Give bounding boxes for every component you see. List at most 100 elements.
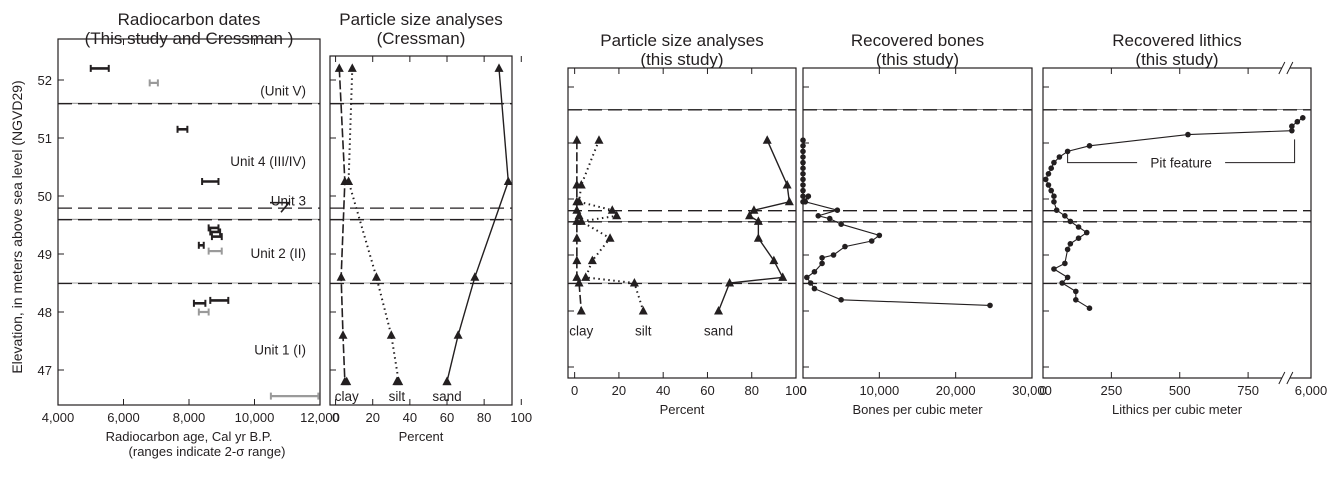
data-point-bones — [804, 274, 810, 281]
x-axis-label: Bones per cubic meter — [852, 402, 983, 417]
data-point-lithics — [1185, 131, 1191, 138]
data-point-clay — [576, 306, 586, 315]
data-point-sand — [753, 233, 763, 242]
data-point-silt — [629, 278, 639, 287]
data-point-lithics — [1051, 266, 1057, 272]
panel-title-line: (this study) — [640, 50, 723, 69]
pit-feature-bracket — [1225, 139, 1296, 164]
data-point-lithics — [1299, 115, 1306, 121]
axis-break-mark — [1286, 371, 1294, 385]
data-point-bones — [800, 182, 806, 188]
data-point-lithics — [1067, 218, 1074, 225]
data-point-bones — [815, 213, 822, 219]
data-point-clay — [572, 233, 582, 242]
x-tick-label: 20,000 — [936, 383, 976, 398]
data-point-lithics — [1073, 297, 1079, 303]
panel-title-line: Radiocarbon dates — [118, 10, 261, 29]
axis-break-mark — [1278, 61, 1286, 75]
x-tick-label: 8,000 — [173, 410, 206, 425]
panel-frame — [567, 67, 797, 379]
data-point-lithics — [1062, 260, 1068, 267]
data-point-lithics — [1075, 224, 1082, 230]
data-point-sand — [753, 216, 763, 225]
data-point-lithics — [1075, 235, 1082, 241]
unit-3-connector — [270, 201, 291, 213]
data-point-bones — [800, 187, 806, 194]
y-tick-label: 47 — [38, 363, 52, 378]
data-point-lithics — [1086, 143, 1093, 149]
panel-title-line: (this study) — [1135, 50, 1218, 69]
x-tick-label: 250 — [1101, 383, 1123, 398]
pit-feature-bracket — [1067, 151, 1138, 164]
data-point-bones — [802, 199, 809, 205]
data-point-lithics — [1048, 187, 1055, 194]
unit-label: (Unit V) — [260, 83, 306, 98]
data-point-bones — [826, 215, 833, 222]
data-point-bones — [834, 207, 841, 213]
data-point-bones — [842, 243, 848, 250]
data-point-bones — [811, 285, 818, 292]
data-point-bones — [800, 165, 806, 171]
data-point-lithics — [1056, 154, 1063, 160]
data-point-silt — [581, 272, 591, 281]
y-tick-label: 50 — [38, 189, 52, 204]
data-point-clay — [574, 278, 584, 287]
data-point-bones — [805, 193, 812, 199]
x-tick-label: 0 — [571, 383, 578, 398]
x-tick-label: 20 — [365, 410, 379, 425]
unit-label: Unit 1 (I) — [254, 343, 306, 358]
data-point-lithics — [1053, 207, 1060, 213]
panel-recovered-lithics: Recovered lithics(this study) 0 250 500 750 6… — [1039, 31, 1327, 417]
x-tick-label: 60 — [440, 410, 454, 425]
series-label-clay: clay — [569, 324, 593, 339]
data-point-bones — [800, 159, 806, 166]
data-point-silt — [594, 135, 604, 144]
unit-label: Unit 4 (III/IV) — [230, 154, 306, 169]
panel-particle-size-cressman: Particle size analyses(Cressman) 0 20 40 60 8… — [329, 10, 532, 444]
data-point-bones — [868, 238, 875, 244]
data-point-clay — [342, 376, 352, 386]
x-tick-label: 0 — [1039, 383, 1046, 398]
data-point-bones — [838, 221, 844, 227]
data-point-silt — [612, 210, 622, 220]
x-tick-label: 12,000 — [300, 410, 340, 425]
data-point-clay — [334, 63, 344, 72]
x-axis-label: (ranges indicate 2-σ range) — [129, 444, 286, 459]
x-tick-label: 750 — [1237, 383, 1259, 398]
data-point-bones — [800, 148, 806, 155]
data-point-bones — [819, 260, 825, 267]
data-point-lithics — [1062, 213, 1068, 219]
panel-title-line: (this study) — [876, 50, 959, 69]
data-point-bones — [800, 193, 806, 199]
data-point-sand — [453, 330, 463, 339]
data-point-lithics — [1048, 165, 1055, 171]
unit-label: Unit 3 — [271, 194, 306, 209]
x-tick-label: 10,000 — [235, 410, 275, 425]
unit-label: Unit 2 (II) — [250, 246, 306, 261]
data-point-silt — [574, 196, 584, 206]
series-label-silt: silt — [635, 324, 652, 339]
data-point-sand — [762, 135, 772, 144]
data-point-bones — [876, 232, 883, 239]
x-tick-label: 0 — [799, 383, 806, 398]
panel-title-line: Particle size analyses — [600, 31, 763, 50]
data-point-bones — [800, 176, 806, 183]
y-axis-label: Elevation, in meters above sea level (NG… — [9, 80, 25, 373]
data-point-bones — [830, 252, 837, 258]
data-point-sand — [725, 278, 735, 287]
series-label-sand: sand — [704, 324, 733, 339]
data-point-silt — [607, 205, 617, 214]
series-line-lithics — [1045, 117, 1304, 309]
axis-break-gap — [1281, 372, 1290, 384]
data-point-sand — [778, 272, 788, 281]
data-point-lithics — [1051, 199, 1057, 205]
data-point-clay — [572, 135, 582, 144]
data-point-sand — [769, 255, 779, 265]
x-tick-label: 60 — [700, 383, 714, 398]
data-point-bones — [987, 302, 993, 309]
y-tick-label: 49 — [38, 247, 52, 262]
y-tick-label: 51 — [38, 131, 52, 146]
y-tick-label: 52 — [38, 73, 52, 88]
data-point-bones — [819, 254, 825, 261]
series-label-silt: silt — [389, 389, 406, 404]
